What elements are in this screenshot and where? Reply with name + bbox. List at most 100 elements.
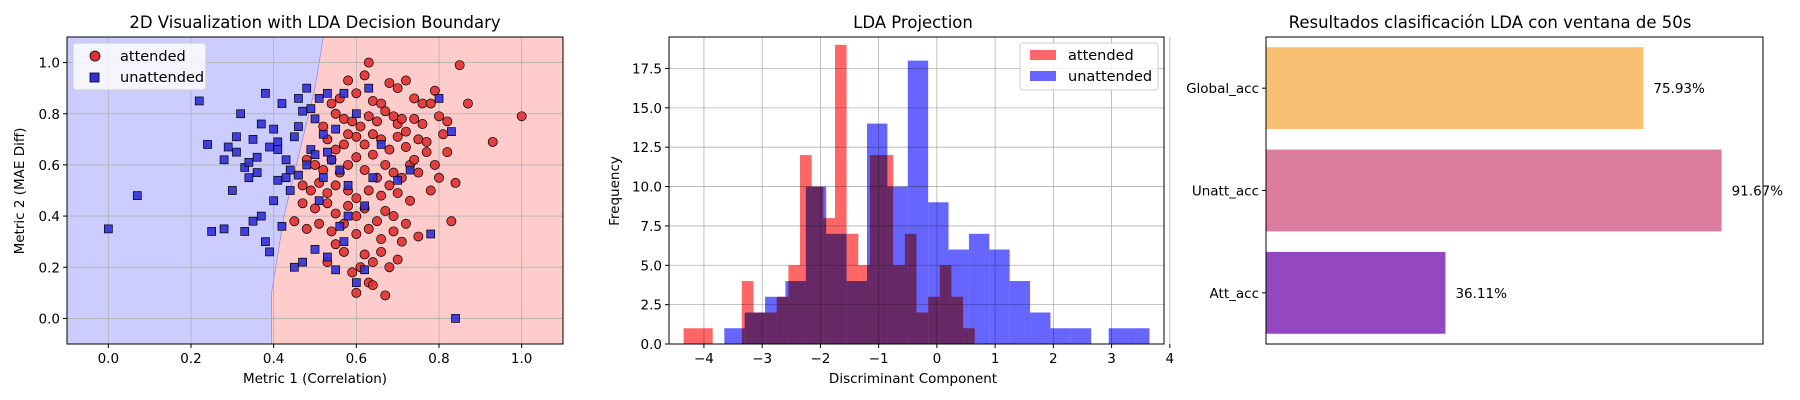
legend-unattended-label: unattended <box>120 70 204 86</box>
unattended-point <box>314 196 324 206</box>
attended-hist-bar <box>683 328 713 344</box>
attended-point <box>301 223 312 234</box>
attended-point <box>462 98 473 109</box>
unattended-point <box>451 314 460 323</box>
accuracy-category-label: Unatt_acc <box>1192 184 1259 200</box>
scatter-x-label: Metric 1 (Correlation) <box>243 371 387 387</box>
histogram-bars <box>683 44 1150 344</box>
unattended-hist-bar <box>1129 328 1150 344</box>
legend-hist-attended-label: attended <box>1068 48 1134 64</box>
unattended-point <box>335 221 345 231</box>
attended-point <box>442 147 453 158</box>
histogram-y-tick-label: 0.0 <box>641 337 662 353</box>
attended-point <box>388 226 399 237</box>
unattended-hist-bar <box>744 312 766 344</box>
accuracy-value-label: 75.93% <box>1653 81 1705 97</box>
scatter-legend: attended unattended <box>72 42 207 91</box>
histogram-legend: attended unattended <box>1019 42 1159 91</box>
unattended-point <box>339 237 349 247</box>
unattended-hist-bar <box>907 60 929 344</box>
attended-point <box>314 218 325 229</box>
attended-point <box>400 142 411 152</box>
accuracy-value-label: 91.67% <box>1732 184 1784 200</box>
unattended-point <box>281 155 291 165</box>
unattended-hist-bar <box>785 281 806 344</box>
unattended-point <box>302 83 312 93</box>
attended-point <box>384 78 395 89</box>
attended-point <box>421 136 432 147</box>
scatter-y-tick-label: 1.0 <box>39 56 60 72</box>
attended-point <box>434 172 444 183</box>
unattended-point <box>273 145 283 154</box>
attended-point <box>367 96 378 106</box>
unattended-point <box>376 140 386 149</box>
scatter-y-ticks: 0.0 0.2 0.4 0.6 0.8 1.0 <box>39 56 67 327</box>
attended-point <box>380 206 391 216</box>
histogram-x-tick-label: 3 <box>1107 351 1116 367</box>
unattended-point <box>294 170 303 180</box>
unattended-point <box>434 94 444 103</box>
attended-point <box>446 216 457 227</box>
unattended-hist-bar <box>968 233 990 344</box>
histogram-x-ticks: −4 −3 −2 −1 0 1 2 3 4 <box>694 344 1174 367</box>
attended-point <box>326 98 337 109</box>
attended-point <box>297 198 308 209</box>
attended-point <box>367 129 378 140</box>
unattended-point <box>339 88 349 98</box>
histogram-panel: LDA Projection −4 −3 −2 −1 0 1 2 3 4 0.0 2.5 5.0 7.… <box>607 13 1174 387</box>
unattended-point <box>219 155 229 165</box>
unattended-point <box>277 99 287 108</box>
attended-point <box>351 287 362 298</box>
legend-attended-label: attended <box>120 49 186 65</box>
attended-point <box>359 139 370 150</box>
unattended-point <box>252 152 262 162</box>
attended-point <box>421 147 432 158</box>
attended-point <box>367 257 378 268</box>
attended-point <box>363 57 374 68</box>
histogram-x-tick-label: 4 <box>1166 351 1175 367</box>
unattended-point <box>310 114 320 124</box>
unattended-point <box>227 186 237 195</box>
attended-point <box>363 111 374 122</box>
attended-point <box>363 185 374 196</box>
scatter-x-tick-label: 0.2 <box>180 351 201 367</box>
attended-point <box>359 249 370 260</box>
scatter-panel: 2D Visualization with LDA Decision Bound… <box>12 13 564 387</box>
unattended-point <box>248 216 258 226</box>
unattended-point <box>314 94 324 103</box>
unattended-point <box>323 147 332 157</box>
attended-point <box>388 211 399 222</box>
unattended-point <box>343 211 353 221</box>
unattended-point <box>203 140 212 149</box>
accuracy-category-label: Att_acc <box>1210 286 1259 302</box>
attended-point <box>318 121 329 132</box>
attended-point <box>380 106 391 117</box>
unattended-point <box>298 257 307 267</box>
attended-point <box>376 98 387 109</box>
unattended-point <box>219 224 229 234</box>
accuracy-bar <box>1266 47 1644 130</box>
unattended-hist-bar <box>805 186 827 344</box>
unattended-point <box>360 265 369 275</box>
attended-point <box>392 188 403 199</box>
unattended-point <box>331 265 341 275</box>
unattended-point <box>223 142 233 152</box>
unattended-hist-bar <box>1108 328 1130 344</box>
unattended-point <box>294 122 303 131</box>
unattended-point <box>294 94 303 103</box>
attended-point <box>380 290 391 301</box>
unattended-hist-bar <box>887 186 908 344</box>
attended-point <box>438 129 449 140</box>
attended-point <box>425 98 436 109</box>
attended-point <box>384 144 395 155</box>
histogram-x-tick-label: 1 <box>991 351 1000 367</box>
unattended-point <box>360 201 369 211</box>
attended-point <box>429 159 440 170</box>
attended-point <box>330 180 341 191</box>
histogram-y-label: Frequency <box>607 156 623 226</box>
attended-point <box>355 121 366 132</box>
unattended-hist-bar <box>1009 281 1031 344</box>
scatter-y-tick-label: 0.6 <box>39 158 60 174</box>
attended-point <box>330 239 341 250</box>
